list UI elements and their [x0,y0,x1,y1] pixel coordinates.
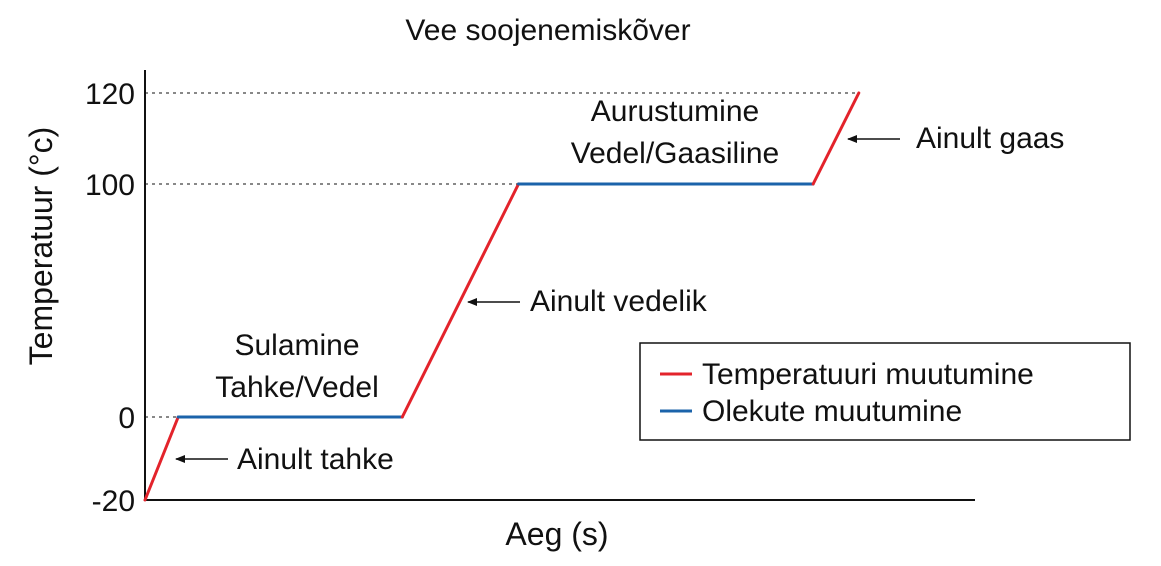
y-tick-label: 0 [118,402,135,435]
x-axis-label: Aeg (s) [505,516,608,552]
temperature-change-segment [400,182,520,419]
annotation-liquid-only: Ainult vedelik [530,285,708,318]
y-tick-label: 120 [85,78,135,111]
legend: Temperatuuri muutumine Olekute muutumine [639,342,1131,441]
legend-box [639,342,1131,441]
annotation-melting-title: Sulamine [234,329,359,362]
y-axis-label: Temperatuur (°c) [23,127,59,366]
temperature-change-segment [811,91,861,186]
annotation-solid-only: Ainult tahke [237,443,394,476]
legend-label-phase: Olekute muutumine [702,395,962,428]
y-tick-labels: -20 0 100 120 [85,78,135,518]
annotation-boiling-title: Aurustumine [591,95,759,128]
annotation-boiling-sub: Vedel/Gaasiline [571,137,779,170]
reference-lines [145,92,859,418]
legend-label-temperature: Temperatuuri muutumine [702,358,1034,391]
y-tick-label: -20 [92,485,135,518]
chart-title: Vee soojenemiskõver [405,14,690,47]
annotation-melting-sub: Tahke/Vedel [215,371,378,404]
y-tick-label: 100 [85,169,135,202]
heating-curve [143,91,861,502]
temperature-change-segment [143,415,180,502]
annotation-gas-only: Ainult gaas [916,122,1064,155]
